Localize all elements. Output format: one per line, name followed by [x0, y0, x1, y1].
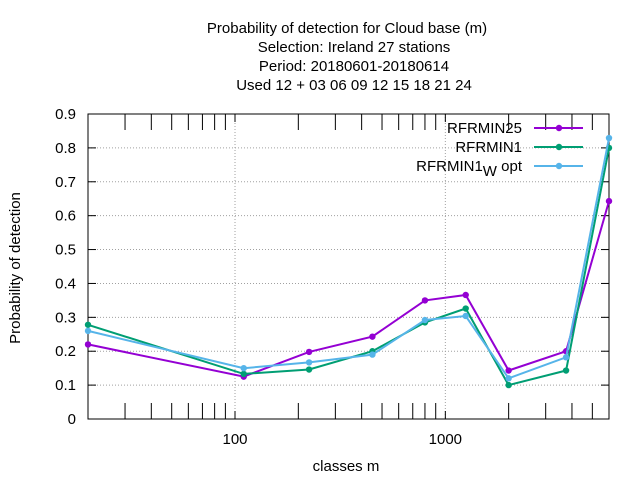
data-point-rfrmin25	[505, 367, 512, 374]
data-point-rfrmin1-w-opt	[84, 327, 92, 335]
data-point-rfrmin1	[305, 366, 313, 373]
y-tick-label: 0.2	[55, 343, 76, 360]
legend-marker-rfrmin25	[555, 124, 563, 132]
data-point-rfrmin25	[462, 291, 469, 299]
data-point-rfrmin25	[305, 348, 313, 356]
y-tick-label: 0.3	[55, 309, 76, 326]
y-tick-label: 0.8	[55, 140, 76, 157]
y-tick-label: 0.9	[55, 106, 76, 123]
data-point-rfrmin25	[369, 333, 376, 340]
y-tick-label: 0.1	[55, 377, 76, 394]
legend: RFRMIN25 RFRMIN1 RFRMIN1W opt	[416, 120, 583, 180]
y-axis-label: Probability of detection	[7, 192, 24, 344]
data-point-rfrmin1-w-opt	[421, 316, 429, 324]
data-point-rfrmin1-w-opt	[562, 354, 570, 361]
y-tick-label: 0.4	[55, 275, 76, 292]
legend-marker-rfrmin1-w-opt	[555, 162, 563, 170]
y-tick-label: 0.5	[55, 242, 76, 259]
data-point-rfrmin1	[505, 381, 512, 389]
data-point-rfrmin1	[562, 367, 570, 374]
title-line-3: Period: 20180601-20180614	[259, 58, 449, 75]
legend-label-rfrmin1-w-opt: RFRMIN1W opt	[416, 158, 523, 180]
data-point-rfrmin25	[84, 341, 92, 348]
data-point-rfrmin1-w-opt	[369, 351, 376, 358]
title-line-1: Probability of detection for Cloud base …	[207, 20, 487, 37]
legend-label-tail: opt	[501, 158, 523, 175]
chart-title: Probability of detection for Cloud base …	[207, 20, 487, 94]
legend-label-rfrmin1: RFRMIN1	[455, 139, 522, 156]
legend-marker-rfrmin1	[555, 143, 563, 151]
legend-label-sub: W	[483, 163, 498, 180]
x-tick-labels: 100 1000	[222, 431, 462, 448]
x-tick-label: 100	[222, 431, 247, 448]
x-tick-label: 1000	[429, 431, 462, 448]
legend-label-rfrmin25: RFRMIN25	[447, 120, 522, 137]
y-tick-labels: 0 0.1 0.2 0.3 0.4 0.5 0.6 0.7 0.8 0.9	[55, 106, 76, 428]
series-lines	[84, 134, 613, 389]
grid	[88, 114, 609, 419]
plot-frame	[87, 113, 610, 420]
title-line-2: Selection: Ireland 27 stations	[258, 39, 451, 56]
y-tick-label: 0.7	[55, 174, 76, 191]
data-point-rfrmin25	[421, 297, 429, 304]
y-tick-label: 0	[68, 411, 76, 428]
data-point-rfrmin1	[84, 321, 92, 328]
legend-label-main: RFRMIN1	[416, 158, 483, 175]
data-point-rfrmin1	[240, 370, 247, 378]
data-point-rfrmin1-w-opt	[240, 364, 247, 372]
data-point-rfrmin1	[462, 305, 469, 312]
title-line-4: Used 12 + 03 06 09 12 15 18 21 24	[236, 77, 472, 94]
data-point-rfrmin1-w-opt	[462, 312, 469, 320]
data-point-rfrmin25	[605, 197, 613, 205]
data-point-rfrmin1-w-opt	[605, 134, 613, 142]
axis-ticks	[88, 113, 609, 420]
x-axis-label: classes m	[313, 458, 380, 475]
y-tick-label: 0.6	[55, 208, 76, 225]
data-point-rfrmin1-w-opt	[505, 375, 512, 382]
data-point-rfrmin1-w-opt	[305, 359, 313, 366]
